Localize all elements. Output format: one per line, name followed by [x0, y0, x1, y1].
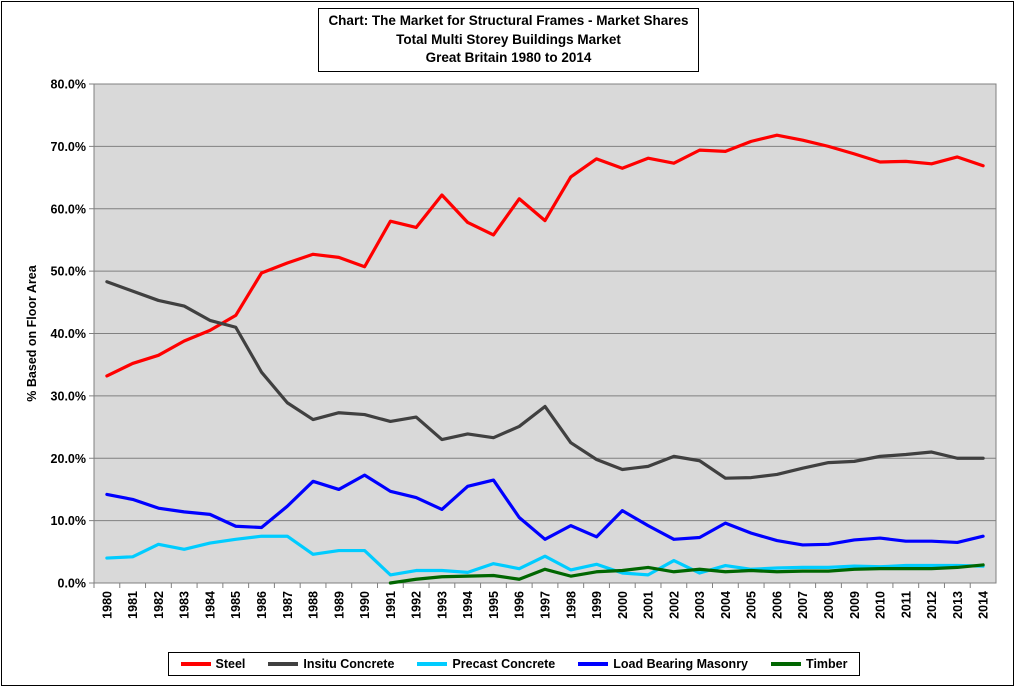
legend-label-steel: Steel [215, 657, 246, 671]
series-line-timber [388, 563, 985, 585]
legend-swatch-insitu-concrete [268, 662, 299, 666]
x-tick-label: 1998 [564, 591, 578, 619]
gridlines [94, 145, 996, 522]
series-line-precast-concrete [105, 534, 985, 577]
chart-title: Chart: The Market for Structural Frames … [318, 8, 699, 72]
y-tick-label: 70.0% [51, 140, 86, 154]
x-tick-label: 2005 [745, 591, 759, 619]
x-axis-ticks: 1980 1981 1982 1983 1984 1985 1986 1987 1988 1989… [93, 583, 991, 619]
x-tick-label: 2009 [848, 591, 862, 619]
y-tick-label: 20.0% [51, 452, 86, 466]
x-tick-label: 1995 [487, 591, 501, 619]
x-tick-label: 2007 [796, 591, 810, 619]
x-tick-label: 1983 [178, 591, 192, 619]
legend-label-load-bearing-masonry: Load Bearing Masonry [613, 657, 749, 671]
y-axis-label: % Based on Floor Area [25, 264, 39, 401]
x-tick-label: 2002 [667, 591, 681, 619]
y-tick-label: 40.0% [51, 327, 86, 341]
y-tick-label: 0.0% [58, 577, 87, 591]
chart-legend: Steel Insitu Concrete Precast Concrete L… [168, 652, 860, 676]
chart-title-line-3: Great Britain 1980 to 2014 [425, 50, 592, 65]
x-tick-label: 2001 [642, 591, 656, 619]
x-tick-label: 1988 [307, 591, 321, 619]
y-tick-label: 30.0% [51, 389, 86, 403]
y-tick-label: 50.0% [51, 265, 86, 279]
x-tick-label: 1986 [255, 591, 269, 619]
x-tick-label: 2006 [770, 591, 784, 619]
x-tick-label: 2014 [977, 591, 991, 619]
y-tick-label: 60.0% [51, 202, 86, 216]
x-tick-label: 2013 [951, 591, 965, 619]
x-tick-label: 1996 [513, 591, 527, 619]
x-tick-label: 1980 [100, 591, 114, 619]
x-tick-label: 1994 [461, 591, 475, 619]
legend-label-timber: Timber [806, 657, 848, 671]
legend-item-load-bearing-masonry: Load Bearing Masonry [578, 657, 748, 671]
series-line-insitu-concrete [105, 280, 985, 480]
series-line-steel [105, 133, 985, 378]
x-tick-label: 1984 [203, 591, 217, 619]
y-axis-ticks: 0.0% 10.0% 20.0% 30.0% 40.0% 50.0% 60.0% 70.0% 8… [51, 78, 94, 591]
x-tick-label: 1989 [332, 591, 346, 619]
x-tick-label: 2004 [719, 591, 733, 619]
y-tick-label: 10.0% [51, 514, 86, 528]
x-tick-label: 2011 [899, 591, 913, 618]
legend-item-precast-concrete: Precast Concrete [417, 657, 555, 671]
legend-swatch-steel [180, 662, 211, 666]
chart-title-line-1: Chart: The Market for Structural Frames … [328, 13, 689, 28]
legend-label-insitu-concrete: Insitu Concrete [303, 657, 395, 671]
x-tick-label: 1987 [281, 591, 295, 619]
x-tick-label: 1981 [126, 591, 140, 619]
series-line-load-bearing-masonry [105, 473, 985, 547]
x-tick-label: 1992 [410, 591, 424, 619]
x-tick-label: 1993 [435, 591, 449, 619]
x-tick-label: 1999 [590, 591, 604, 619]
x-tick-label: 1990 [358, 591, 372, 619]
x-tick-label: 1982 [152, 591, 166, 619]
legend-swatch-precast-concrete [417, 662, 448, 666]
legend-swatch-timber [771, 662, 802, 666]
legend-item-timber: Timber [771, 657, 847, 671]
x-tick-label: 2000 [616, 591, 630, 619]
x-tick-label: 2008 [822, 591, 836, 619]
legend-swatch-load-bearing-masonry [578, 662, 609, 666]
x-tick-label: 1997 [539, 591, 553, 619]
legend-item-insitu-concrete: Insitu Concrete [268, 657, 394, 671]
x-tick-label: 1985 [229, 591, 243, 619]
legend-item-steel: Steel [180, 657, 246, 671]
series-lines [105, 133, 985, 585]
x-tick-label: 2012 [925, 591, 939, 619]
legend-label-precast-concrete: Precast Concrete [452, 657, 556, 671]
x-tick-label: 2003 [693, 591, 707, 619]
chart-title-line-2: Total Multi Storey Buildings Market [396, 31, 621, 47]
x-tick-label: 2010 [874, 591, 888, 619]
y-tick-label: 80.0% [51, 78, 86, 92]
x-tick-label: 1991 [384, 591, 398, 619]
